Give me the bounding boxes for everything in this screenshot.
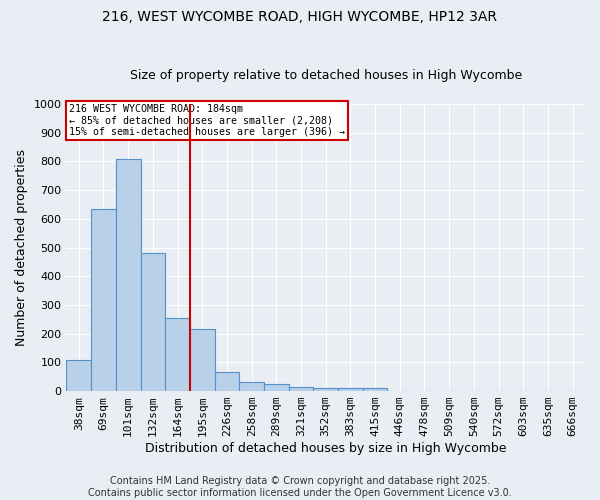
Bar (165, 318, 190, 391)
Text: 216, WEST WYCOMBE ROAD, HIGH WYCOMBE, HP12 3AR: 216, WEST WYCOMBE ROAD, HIGH WYCOMBE, HP… (103, 10, 497, 24)
Y-axis label: Number of detached properties: Number of detached properties (15, 149, 28, 346)
Title: Size of property relative to detached houses in High Wycombe: Size of property relative to detached ho… (130, 69, 522, 82)
Bar (116, 158, 140, 391)
Bar (289, 387, 313, 391)
Bar (215, 372, 239, 391)
Bar (91, 209, 116, 391)
Bar (313, 388, 338, 391)
Bar (264, 384, 289, 391)
Bar (140, 254, 165, 391)
Text: Contains HM Land Registry data © Crown copyright and database right 2025.
Contai: Contains HM Land Registry data © Crown c… (88, 476, 512, 498)
Bar (67, 360, 91, 391)
Bar (338, 388, 363, 391)
Bar (239, 382, 264, 391)
X-axis label: Distribution of detached houses by size in High Wycombe: Distribution of detached houses by size … (145, 442, 506, 455)
Text: 216 WEST WYCOMBE ROAD: 184sqm
← 85% of detached houses are smaller (2,208)
15% o: 216 WEST WYCOMBE ROAD: 184sqm ← 85% of d… (69, 104, 345, 137)
Bar (190, 330, 215, 391)
Bar (363, 388, 388, 391)
